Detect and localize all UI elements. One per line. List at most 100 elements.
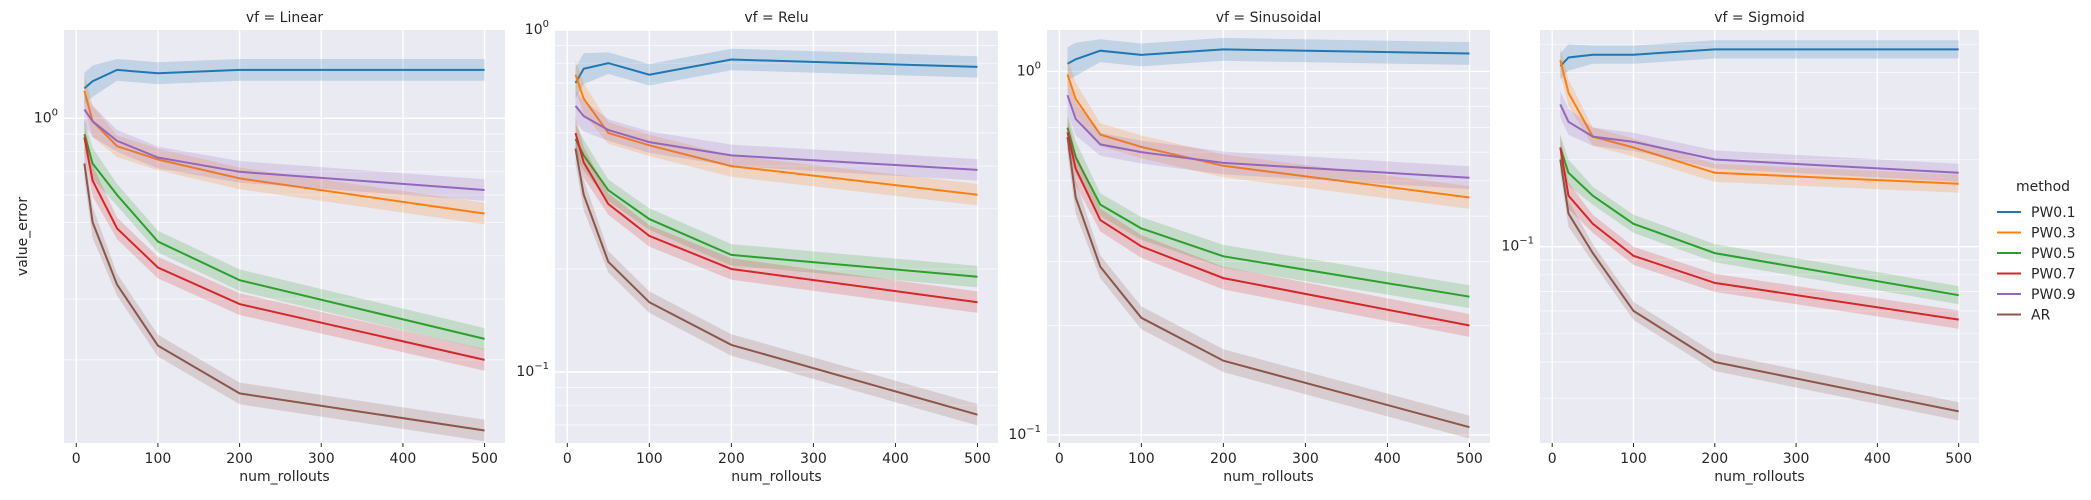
confidence-band-ar xyxy=(1067,120,1470,439)
series-line-ar xyxy=(574,148,978,416)
x-tick-label: 100 xyxy=(1128,451,1155,467)
series-line-ar xyxy=(1066,136,1470,429)
series-line-pw03 xyxy=(1559,60,1959,185)
x-tick-label: 200 xyxy=(226,451,253,467)
confidence-band-pw07 xyxy=(575,117,978,313)
plot-background xyxy=(1047,30,1490,443)
confidence-band-pw09 xyxy=(575,90,978,181)
x-axis-title: num_rollouts xyxy=(1714,469,1804,485)
x-tick-label: 300 xyxy=(1783,451,1810,467)
x-axis-title: num_rollouts xyxy=(731,469,821,485)
series-line-pw01 xyxy=(83,68,485,90)
series-line-pw01 xyxy=(1559,48,1959,67)
y-tick-label: 100 xyxy=(1017,60,1041,79)
x-tick-label: 200 xyxy=(1210,451,1237,467)
confidence-band-ar xyxy=(1560,146,1959,421)
minor-gridlines xyxy=(1540,43,1979,399)
legend-label: PW0.7 xyxy=(2031,267,2076,283)
x-tick-label: 500 xyxy=(471,451,498,467)
series-line-pw09 xyxy=(574,105,978,171)
legend-label: AR xyxy=(2031,308,2051,324)
confidence-band-ar xyxy=(575,133,978,426)
confidence-band-pw09 xyxy=(1560,91,1959,182)
series-line-pw09 xyxy=(1066,94,1470,179)
y-axis-title: value_error xyxy=(15,197,31,276)
y-tick-label: 100 xyxy=(34,107,58,126)
series-group xyxy=(1066,37,1470,439)
x-tick-label: 400 xyxy=(390,451,417,467)
confidence-band-pw01 xyxy=(575,48,978,99)
x-tick-label: 200 xyxy=(1701,451,1728,467)
series-line-ar xyxy=(83,163,485,432)
plot-background xyxy=(555,30,998,443)
series-line-pw09 xyxy=(1559,103,1959,174)
x-tick-label: 300 xyxy=(800,451,827,467)
y-tick-label: 10−1 xyxy=(1501,236,1534,255)
x-tick-label: 0 xyxy=(72,451,81,467)
x-tick-label: 500 xyxy=(1456,451,1483,467)
confidence-band-pw03 xyxy=(1067,58,1470,209)
plot-background xyxy=(64,30,505,443)
legend-title: method xyxy=(2016,179,2070,195)
series-line-pw05 xyxy=(1066,127,1470,298)
legend-label: PW0.5 xyxy=(2031,246,2076,262)
x-axis-title: num_rollouts xyxy=(1223,469,1313,485)
series-line-pw07 xyxy=(1559,147,1959,321)
plot-background xyxy=(1540,30,1979,443)
confidence-band-pw09 xyxy=(84,93,485,201)
series-line-pw05 xyxy=(83,133,485,340)
x-tick-label: 400 xyxy=(1374,451,1401,467)
series-line-pw01 xyxy=(574,58,978,84)
confidence-band-pw09 xyxy=(1067,78,1470,190)
confidence-band-pw05 xyxy=(84,118,485,350)
y-tick-label: 10−1 xyxy=(1008,424,1041,443)
series-line-pw07 xyxy=(83,137,485,361)
x-tick-label: 0 xyxy=(563,451,572,467)
series-line-pw07 xyxy=(574,132,978,304)
y-tick-label: 100 xyxy=(525,19,549,38)
facet-panel-3: 0 100 200 300 400 500 10−1 vf = Sigmoid num_roll… xyxy=(1501,10,1979,485)
x-tick-label: 500 xyxy=(1945,451,1972,467)
confidence-band-pw07 xyxy=(84,121,485,371)
x-tick-label: 400 xyxy=(882,451,909,467)
x-tick-label: 300 xyxy=(1292,451,1319,467)
panel-title: vf = Sinusoidal xyxy=(1216,10,1321,26)
series-line-pw01 xyxy=(1067,48,1470,65)
facet-panel-0: 0 100 200 300 400 500 100 vf = Linear num_rollou… xyxy=(15,10,505,485)
x-tick-label: 500 xyxy=(964,451,991,467)
series-line-pw03 xyxy=(83,90,485,215)
panel-title: vf = Linear xyxy=(246,10,324,26)
x-tick-label: 100 xyxy=(636,451,663,467)
confidence-band-pw01 xyxy=(1067,37,1470,81)
confidence-band-pw05 xyxy=(575,123,978,288)
facet-panel-1: 0 100 200 300 400 500 100 10−1 vf = Relu num_roll… xyxy=(516,10,998,485)
confidence-band-pw05 xyxy=(1067,111,1470,309)
panel-title: vf = Relu xyxy=(744,10,808,26)
series-line-pw05 xyxy=(1559,147,1959,297)
x-tick-label: 0 xyxy=(1055,451,1064,467)
confidence-band-ar xyxy=(84,147,485,442)
x-axis-title: num_rollouts xyxy=(239,469,329,485)
series-line-pw07 xyxy=(1066,132,1470,327)
legend-label: PW0.1 xyxy=(2031,205,2076,221)
minor-gridlines xyxy=(64,133,505,361)
series-line-pw05 xyxy=(574,138,978,278)
series-line-pw09 xyxy=(83,108,485,191)
series-line-pw03 xyxy=(574,74,978,196)
legend: method PW0.1 PW0.3 PW0.5 PW0.7 PW0.9 AR xyxy=(1997,179,2076,324)
x-tick-label: 100 xyxy=(1620,451,1647,467)
x-tick-label: 200 xyxy=(718,451,745,467)
y-tick-label: 10−1 xyxy=(516,361,549,380)
x-tick-label: 300 xyxy=(308,451,335,467)
x-tick-label: 400 xyxy=(1864,451,1891,467)
series-group xyxy=(574,48,978,426)
series-group xyxy=(1559,40,1959,421)
panel-title: vf = Sigmoid xyxy=(1714,10,1805,26)
legend-label: PW0.3 xyxy=(2031,226,2076,242)
series-line-pw03 xyxy=(1066,74,1470,199)
x-tick-label: 100 xyxy=(145,451,172,467)
confidence-band-pw07 xyxy=(1067,115,1470,337)
series-group xyxy=(83,59,485,442)
x-tick-label: 0 xyxy=(1548,451,1557,467)
confidence-band-pw03 xyxy=(84,75,485,225)
